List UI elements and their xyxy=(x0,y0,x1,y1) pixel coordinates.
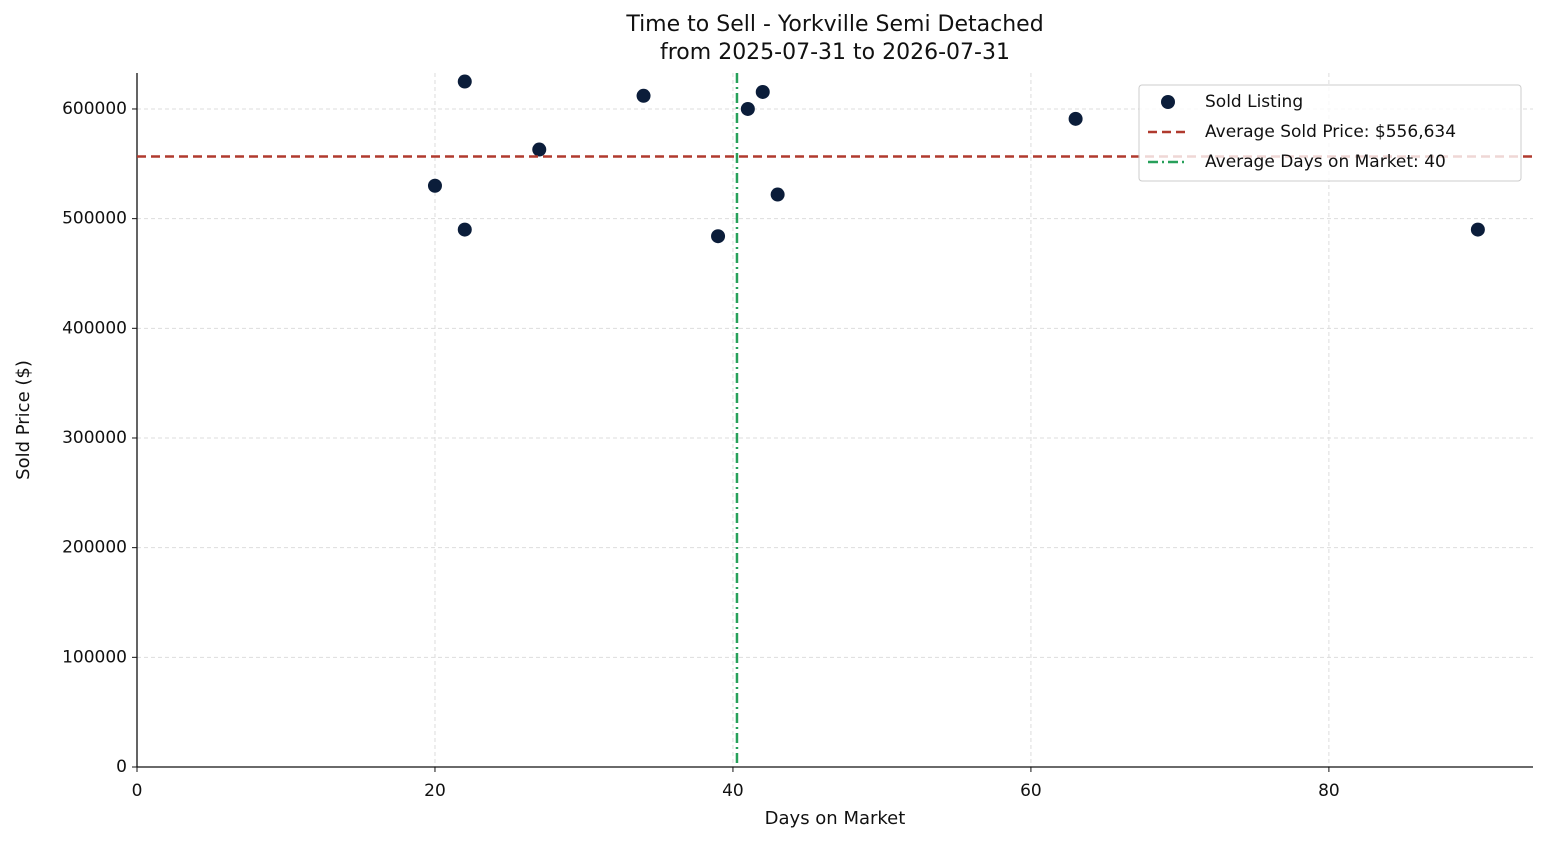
chart-title: Time to Sell - Yorkville Semi Detached xyxy=(625,12,1043,37)
y-tick-label: 400000 xyxy=(62,318,127,338)
x-tick-label: 80 xyxy=(1318,781,1340,801)
y-tick-label: 100000 xyxy=(62,647,127,667)
y-axis-label: Sold Price ($) xyxy=(13,360,34,480)
point xyxy=(532,142,547,157)
legend-box xyxy=(1138,84,1522,182)
point xyxy=(636,88,651,103)
point xyxy=(1470,222,1485,237)
point xyxy=(770,187,785,202)
point xyxy=(1068,111,1083,126)
x-tick-label: 0 xyxy=(132,781,143,801)
legend-marker xyxy=(1161,95,1175,109)
point xyxy=(427,178,442,193)
legend-label: Sold Listing xyxy=(1205,92,1303,112)
y-tick-label: 500000 xyxy=(62,209,127,229)
legend-label: Average Days on Market: 40 xyxy=(1205,152,1446,172)
x-axis-label: Days on Market xyxy=(765,808,906,829)
chart-subtitle: from 2025-07-31 to 2026-07-31 xyxy=(660,40,1010,65)
point xyxy=(457,74,472,89)
y-tick-label: 300000 xyxy=(62,428,127,448)
x-tick-label: 20 xyxy=(424,781,446,801)
point xyxy=(457,222,472,237)
y-tick-label: 600000 xyxy=(62,99,127,119)
y-tick-label: 0 xyxy=(116,757,127,777)
point xyxy=(755,84,770,99)
point xyxy=(740,101,755,116)
legend-label: Average Sold Price: $556,634 xyxy=(1205,122,1456,142)
point xyxy=(711,229,726,244)
y-tick-label: 200000 xyxy=(62,538,127,558)
x-tick-label: 40 xyxy=(722,781,744,801)
x-tick-label: 60 xyxy=(1020,781,1042,801)
